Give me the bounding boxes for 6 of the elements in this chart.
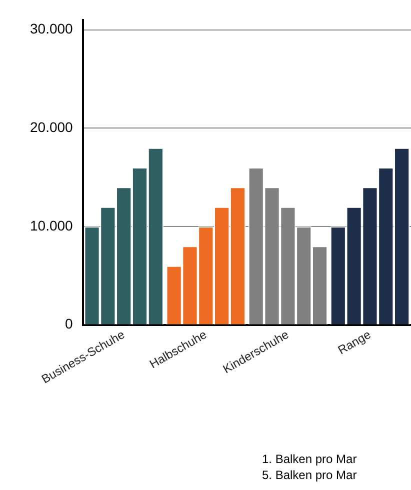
text: 1. Balken pro Mar — [262, 452, 357, 466]
y-tick-label: 0 — [65, 316, 74, 332]
y-tick-label: 20.000 — [30, 119, 74, 136]
y-tick-label: 30.000 — [30, 20, 74, 37]
y-tick-label: 10.000 — [30, 217, 74, 234]
text: 5. Balken pro Mar — [262, 468, 357, 482]
